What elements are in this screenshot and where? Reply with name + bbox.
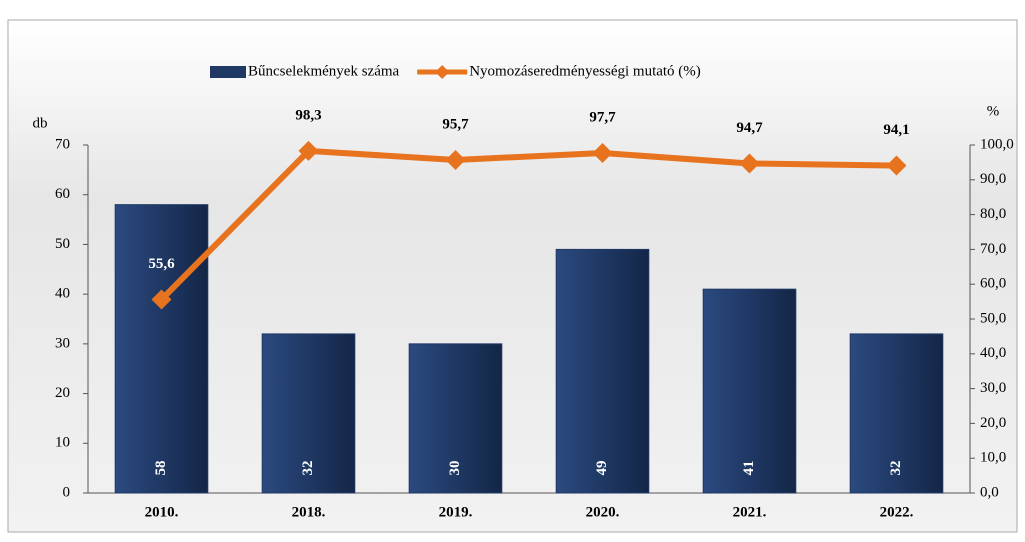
bar-value-label: 32 — [888, 461, 904, 476]
y-tick-label: 40 — [55, 286, 70, 302]
x-tick-label: 2019. — [439, 504, 473, 520]
x-tick-label: 2010. — [145, 504, 179, 520]
legend-label: Bűncselekmények száma — [248, 63, 400, 79]
y-tick-label: 30 — [55, 335, 70, 351]
x-tick-label: 2022. — [880, 504, 914, 520]
bar-value-label: 30 — [447, 461, 463, 476]
y2-tick-label: 40,0 — [980, 345, 1006, 361]
y2-tick-label: 30,0 — [980, 380, 1006, 396]
y-tick-label: 60 — [55, 186, 70, 202]
line-value-label: 94,1 — [883, 122, 909, 138]
y2-tick-label: 90,0 — [980, 171, 1006, 187]
y2-tick-label: 100,0 — [980, 136, 1014, 152]
y2-tick-label: 20,0 — [980, 415, 1006, 431]
bar-value-label: 32 — [300, 461, 316, 476]
y2-tick-label: 60,0 — [980, 276, 1006, 292]
line-value-label: 55,6 — [148, 256, 175, 272]
y2-tick-label: 50,0 — [980, 310, 1006, 326]
y2-tick-label: 70,0 — [980, 241, 1006, 257]
y2-axis-label: % — [987, 103, 1000, 119]
y-tick-label: 10 — [55, 435, 70, 451]
y-tick-label: 0 — [63, 484, 71, 500]
bar-value-label: 49 — [594, 461, 610, 476]
x-tick-label: 2018. — [292, 504, 326, 520]
y2-tick-label: 80,0 — [980, 206, 1006, 222]
bar-value-label: 58 — [153, 461, 169, 476]
line-value-label: 95,7 — [442, 116, 469, 132]
legend-label: Nyomozáseredményességi mutató (%) — [469, 63, 701, 79]
x-tick-label: 2021. — [733, 504, 767, 520]
chart: db % 0 10 20 30 40 50 60 70 0,0 10,0 20,0 30,0 40,0 5… — [0, 0, 1025, 542]
y-tick-label: 70 — [55, 136, 70, 152]
x-tick-label: 2020. — [586, 504, 620, 520]
bar — [556, 249, 649, 493]
y2-tick-label: 10,0 — [980, 450, 1006, 466]
bar-value-label: 41 — [741, 461, 757, 476]
y-tick-label: 50 — [55, 236, 70, 252]
line-value-label: 97,7 — [589, 109, 616, 125]
line-value-label: 98,3 — [295, 107, 321, 123]
bar — [115, 205, 208, 493]
y-tick-label: 20 — [55, 385, 70, 401]
legend-swatch — [210, 66, 246, 78]
y-axis-label: db — [33, 115, 48, 131]
y2-tick-label: 0,0 — [980, 484, 999, 500]
line-value-label: 94,7 — [736, 120, 763, 136]
